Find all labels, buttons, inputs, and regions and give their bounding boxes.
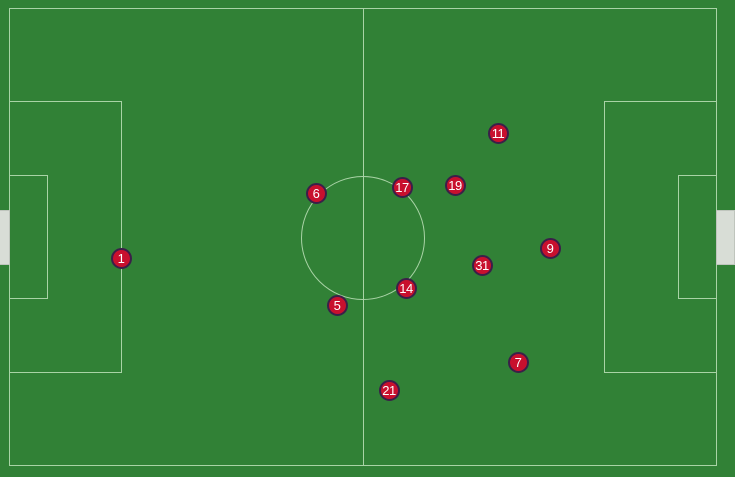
right-goal-area bbox=[678, 175, 717, 299]
left-goal-area bbox=[9, 175, 48, 299]
player-marker-5[interactable]: 5 bbox=[326, 294, 348, 316]
left-penalty-box bbox=[9, 101, 122, 373]
player-marker-14[interactable]: 14 bbox=[395, 277, 417, 299]
left-goal bbox=[0, 210, 10, 265]
player-marker-7[interactable]: 7 bbox=[507, 351, 529, 373]
player-marker-11[interactable]: 11 bbox=[487, 122, 509, 144]
player-marker-17[interactable]: 17 bbox=[391, 176, 413, 198]
player-marker-21[interactable]: 21 bbox=[378, 379, 400, 401]
right-penalty-box bbox=[604, 101, 717, 373]
player-marker-9[interactable]: 9 bbox=[539, 237, 561, 259]
player-marker-1[interactable]: 1 bbox=[110, 247, 132, 269]
player-marker-19[interactable]: 19 bbox=[444, 174, 466, 196]
player-marker-31[interactable]: 31 bbox=[471, 254, 493, 276]
player-marker-6[interactable]: 6 bbox=[305, 182, 327, 204]
center-circle bbox=[301, 176, 425, 300]
right-goal bbox=[716, 210, 735, 265]
